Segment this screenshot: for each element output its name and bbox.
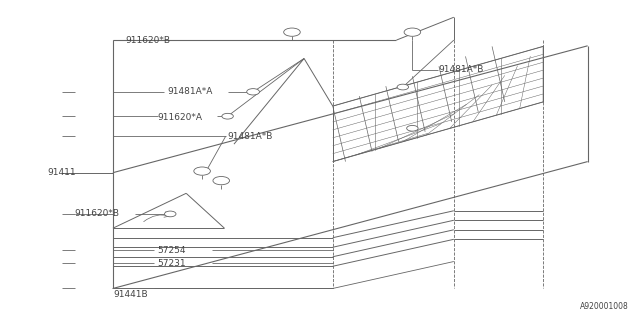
Text: 91481A*B: 91481A*B xyxy=(438,65,483,74)
Circle shape xyxy=(194,167,211,175)
Text: 91411: 91411 xyxy=(47,168,76,177)
Circle shape xyxy=(213,177,230,185)
Circle shape xyxy=(284,28,300,36)
Circle shape xyxy=(246,89,259,95)
Circle shape xyxy=(404,28,420,36)
Circle shape xyxy=(222,113,234,119)
Text: 91481A*A: 91481A*A xyxy=(167,87,212,96)
Text: 91441B: 91441B xyxy=(113,290,148,299)
Circle shape xyxy=(406,125,418,131)
Text: A920001008: A920001008 xyxy=(580,302,629,311)
Text: 57231: 57231 xyxy=(157,259,186,268)
Text: 57254: 57254 xyxy=(157,246,186,255)
Circle shape xyxy=(164,211,176,217)
Text: 911620*B: 911620*B xyxy=(125,36,171,44)
Text: 91481A*B: 91481A*B xyxy=(228,132,273,141)
Circle shape xyxy=(397,84,408,90)
Text: 911620*B: 911620*B xyxy=(75,209,120,219)
Text: 911620*A: 911620*A xyxy=(157,113,202,122)
